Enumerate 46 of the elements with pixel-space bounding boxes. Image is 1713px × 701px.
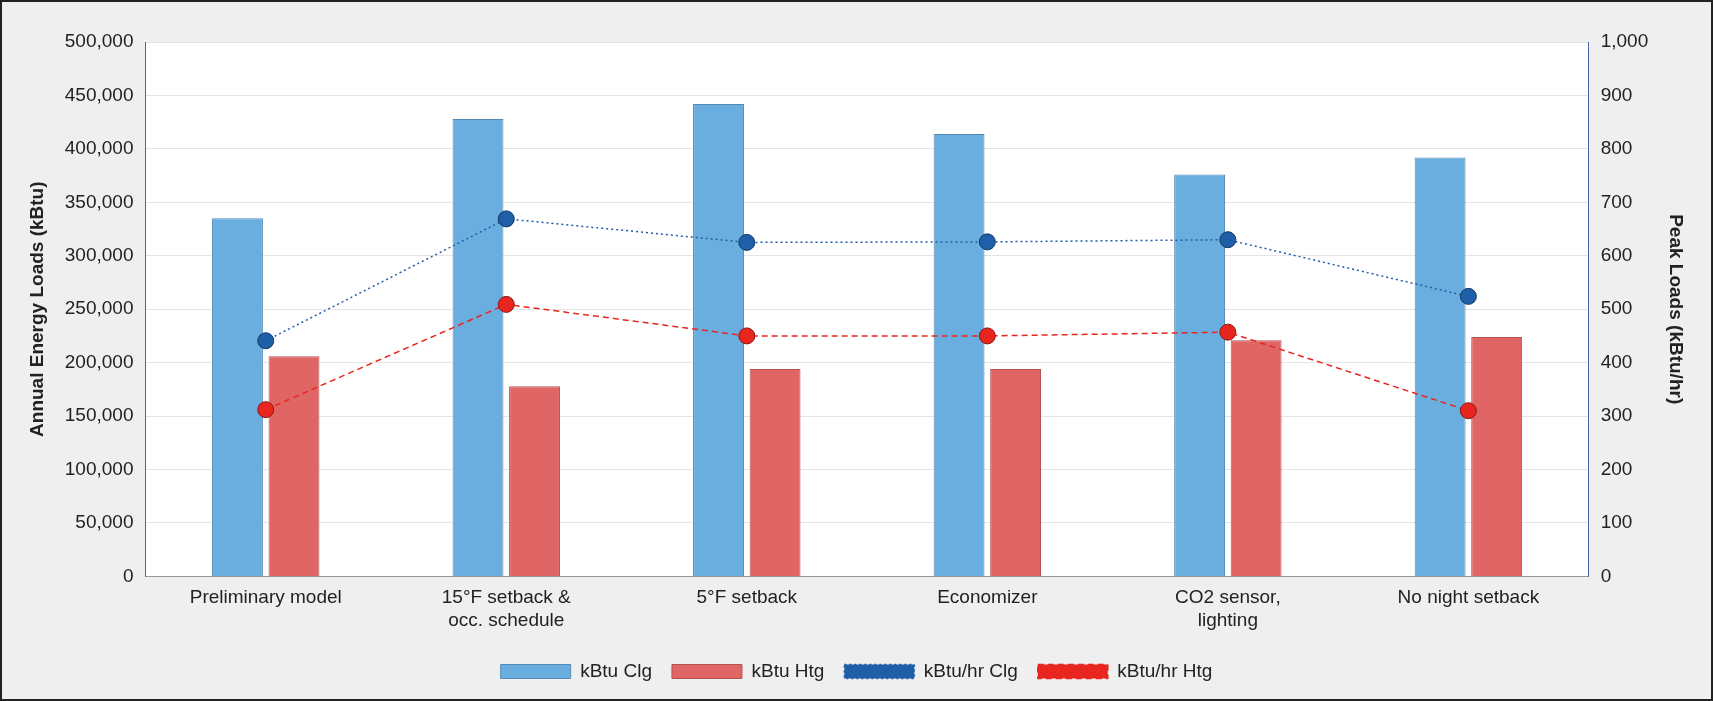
x-tick-label: Economizer	[937, 586, 1039, 608]
y2-tick-label: 0	[1600, 564, 1612, 586]
x-tick-label: CO2 sensor, lighting	[1175, 586, 1281, 630]
y-tick-label: 150,000	[64, 404, 134, 426]
y-tick-label: 0	[122, 564, 134, 586]
y-tick-label: 200,000	[64, 350, 134, 372]
point	[257, 401, 275, 419]
point	[978, 233, 996, 251]
legend-label: kBtu/hr Htg	[1117, 659, 1213, 681]
y2-tick-label: 500	[1600, 297, 1633, 319]
y-tick-label: 350,000	[64, 190, 134, 212]
legend-label: kBtu/hr Clg	[923, 659, 1018, 681]
point	[1219, 231, 1237, 249]
point	[497, 210, 515, 228]
x-tick-label: Preliminary model	[189, 586, 342, 608]
point	[738, 233, 756, 251]
y-tick-label: 500,000	[64, 30, 134, 52]
x-tick-label: 15°F setback & occ. schedule	[441, 586, 572, 630]
y2-tick-label: 300	[1600, 404, 1633, 426]
point	[1219, 323, 1237, 341]
y2-axis-title: Peak Loads (kBtu/hr)	[1666, 214, 1688, 405]
point	[497, 295, 515, 313]
y2-tick-label: 1,000	[1600, 30, 1649, 52]
y-tick-label: 300,000	[64, 243, 134, 265]
y-tick-label: 100,000	[64, 457, 134, 479]
y2-tick-label: 100	[1600, 511, 1633, 533]
y-tick-label: 450,000	[64, 83, 134, 105]
point	[978, 327, 996, 345]
point	[257, 332, 275, 350]
y-axis-title: Annual Energy Loads (kBtu)	[25, 181, 47, 437]
legend-label: kBtu Clg	[580, 659, 652, 681]
y-tick-label: 400,000	[64, 137, 134, 159]
y2-tick-label: 700	[1600, 190, 1633, 212]
y-tick-label: 250,000	[64, 297, 134, 319]
y2-tick-label: 800	[1600, 137, 1633, 159]
x-tick-label: No night setback	[1397, 586, 1540, 608]
y2-tick-label: 900	[1600, 83, 1633, 105]
y2-tick-label: 400	[1600, 350, 1633, 372]
point	[738, 327, 756, 345]
point	[1459, 287, 1477, 305]
x-tick-label: 5°F setback	[696, 586, 798, 608]
legend-label: kBtu Htg	[751, 659, 825, 681]
y2-tick-label: 600	[1600, 243, 1633, 265]
point	[1459, 402, 1477, 420]
y2-tick-label: 200	[1600, 457, 1633, 479]
y-tick-label: 50,000	[75, 511, 134, 533]
